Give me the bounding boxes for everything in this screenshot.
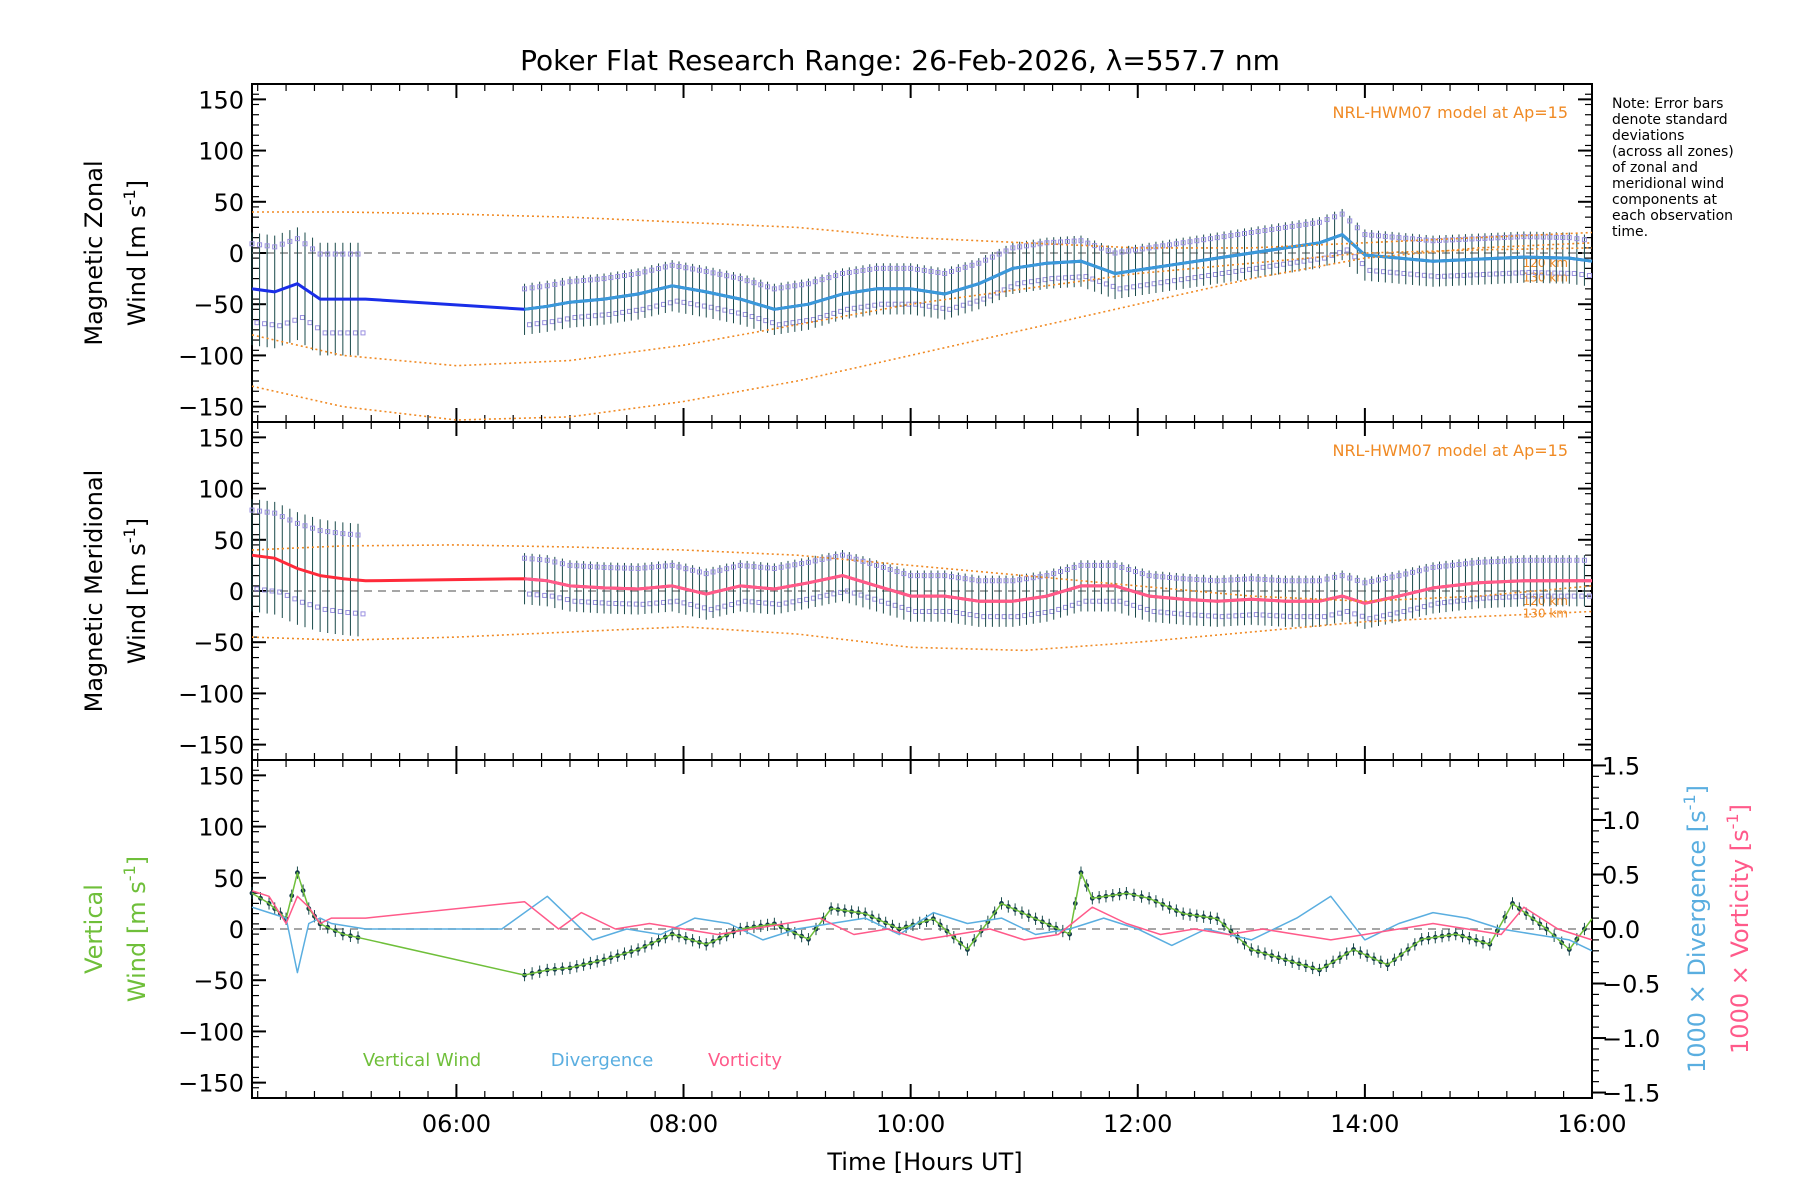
series-zonal-3 <box>252 211 1593 249</box>
ytick-label-zonal-5: 100 <box>198 138 244 166</box>
ytick-label-meridional-0: −150 <box>178 732 244 760</box>
series-meridional-2 <box>251 610 1593 652</box>
xtick-label-3: 12:00 <box>1103 1110 1172 1138</box>
legend-entry-1: Divergence <box>551 1050 654 1071</box>
y2tick-label-6: 1.5 <box>1602 752 1640 780</box>
note-line-5: meridional wind <box>1612 176 1724 192</box>
note-line-4: of zonal and <box>1612 160 1698 176</box>
note-line-0: Note: Error bars <box>1612 96 1723 112</box>
model-alt-label-zonal-1: 130 km <box>1523 271 1568 285</box>
ytick-label-vertical-5: 100 <box>198 814 244 842</box>
series-smooth-zonal <box>524 233 1593 311</box>
note-line-1: denote standard <box>1612 112 1728 128</box>
x-axis-title: Time [Hours UT] <box>826 1148 1022 1176</box>
ytick-label-meridional-3: 0 <box>229 578 244 606</box>
ytick-label-meridional-4: 50 <box>213 527 244 555</box>
ytick-label-zonal-2: −50 <box>193 291 244 319</box>
ylabel-zonal-line2: Wind [m s-1] <box>120 180 151 326</box>
ylabel-vertical-line2: Wind [m s-1] <box>120 856 151 1002</box>
note-line-6: components at <box>1612 192 1718 208</box>
ytick-label-vertical-3: 0 <box>229 916 244 944</box>
figure-title: Poker Flat Research Range: 26-Feb-2026, … <box>520 44 1280 77</box>
legend-entry-2: Vorticity <box>708 1050 782 1071</box>
model-label-meridional: NRL-HWM07 model at Ap=15 <box>1332 441 1568 460</box>
ytick-label-vertical-2: −50 <box>193 967 244 995</box>
series-vertical-2 <box>251 890 1593 941</box>
note-line-7: each observation <box>1612 208 1733 224</box>
y2label-vorticity: 1000 × Vorticity [s-1] <box>1723 804 1754 1054</box>
ytick-label-vertical-1: −100 <box>178 1018 244 1046</box>
note-line-8: time. <box>1612 224 1648 240</box>
panel-meridional: −150 −100 −50 0 50 100 150 Magnetic Meridional W… <box>80 421 1593 761</box>
y2tick-label-2: −0.5 <box>1602 971 1660 999</box>
series-vertical-1 <box>251 895 1593 974</box>
ylabel-meridional-line2: Wind [m s-1] <box>120 518 151 664</box>
ytick-label-zonal-4: 50 <box>213 189 244 217</box>
xtick-label-2: 10:00 <box>876 1110 945 1138</box>
ytick-label-vertical-6: 150 <box>198 762 244 790</box>
ytick-label-zonal-3: 0 <box>229 240 244 268</box>
panel-zonal: −150 −100 −50 0 50 100 150 Magnetic Zonal Wind [… <box>80 83 1593 423</box>
y2tick-label-4: 0.5 <box>1602 861 1640 889</box>
ytick-label-meridional-1: −100 <box>178 680 244 708</box>
ylabel-meridional-line1: Magnetic Meridional <box>80 470 108 713</box>
y2tick-label-5: 1.0 <box>1602 807 1640 835</box>
xtick-label-1: 08:00 <box>649 1110 718 1138</box>
note-line-3: (across all zones) <box>1612 144 1734 160</box>
panel-vertical: −150 −100 −50 0 50 100 150 Vertical Wind [m s-1]… <box>80 752 1754 1107</box>
model-label-zonal: NRL-HWM07 model at Ap=15 <box>1332 103 1568 122</box>
y2label-divergence: 1000 × Divergence [s-1] <box>1680 785 1711 1073</box>
y2tick-label-0: −1.5 <box>1602 1080 1660 1108</box>
ylabel-zonal-line1: Magnetic Zonal <box>80 160 108 345</box>
ytick-label-zonal-1: −100 <box>178 342 244 370</box>
series-zonal-1 <box>251 247 1593 367</box>
y2tick-label-1: −1.0 <box>1602 1025 1660 1053</box>
legend-entry-0: Vertical Wind <box>363 1050 481 1071</box>
ytick-label-vertical-0: −150 <box>178 1070 244 1098</box>
ytick-label-meridional-6: 150 <box>198 424 244 452</box>
series-meridional-1 <box>251 544 1593 602</box>
series-vertical-0 <box>251 871 1593 976</box>
xtick-label-4: 14:00 <box>1330 1110 1399 1138</box>
y2tick-label-3: 0.0 <box>1602 916 1640 944</box>
ytick-label-meridional-5: 100 <box>198 476 244 504</box>
xtick-label-0: 06:00 <box>422 1110 491 1138</box>
ytick-label-vertical-4: 50 <box>213 865 244 893</box>
ytick-label-zonal-6: 150 <box>198 86 244 114</box>
series-smooth-meridional <box>524 574 1592 605</box>
note-line-2: deviations <box>1612 128 1684 144</box>
ytick-label-meridional-2: −50 <box>193 629 244 657</box>
ytick-label-zonal-0: −150 <box>178 394 244 422</box>
ylabel-vertical-line1: Vertical <box>80 884 108 974</box>
xtick-label-5: 16:00 <box>1557 1110 1626 1138</box>
